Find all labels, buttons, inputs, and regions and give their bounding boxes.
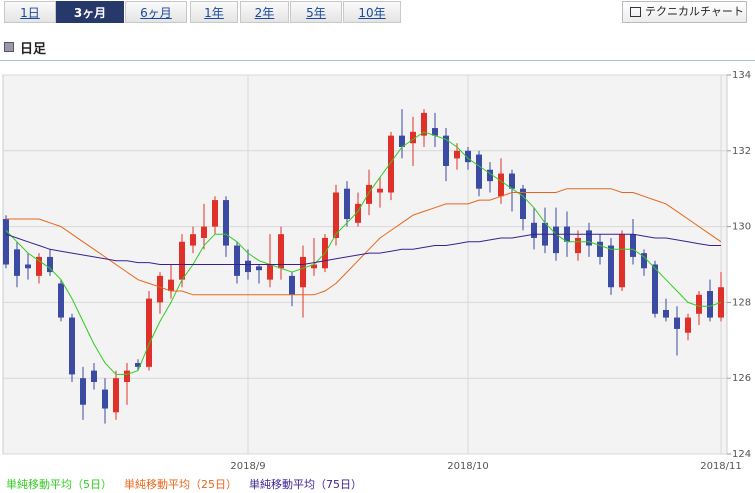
candle-body [641,253,647,269]
y-tick-label: 130 [732,222,751,233]
candle-body [509,173,515,189]
candle-body [135,363,141,367]
moving-average-line [5,233,721,265]
candle-body [311,264,317,269]
x-tick-label: 2018/10 [447,461,489,472]
period-tab[interactable]: 3ヶ月 [56,1,124,23]
period-tab[interactable]: 2年 [240,1,289,23]
period-tab[interactable]: 6ヶ月 [125,1,187,23]
x-tick-label: 2018/11 [700,461,742,472]
candle-body [674,317,680,329]
candle-body [146,298,152,367]
candle-body [520,188,526,220]
candle-body [366,184,372,204]
y-tick-label: 134 [732,70,751,81]
technical-chart-button[interactable]: テクニカルチャート [622,1,747,23]
candle-body [47,256,53,273]
candle-body [289,275,295,295]
y-tick-label: 126 [732,373,751,384]
candle-body [58,283,64,318]
candle-body [36,256,42,276]
candle-body [399,135,405,148]
candle-body [102,389,108,409]
candle-body [421,112,427,136]
y-tick-label: 132 [732,146,751,157]
candle-body [256,266,262,271]
legend-entry: 単純移動平均（75日） [249,477,362,491]
candle-body [113,378,119,413]
candle-body [25,264,31,269]
candle-body [432,128,438,136]
candle-body [80,378,86,405]
plot-area [2,74,728,455]
candle-body [498,173,504,197]
moving-average-line [5,131,722,375]
period-tab[interactable]: 1日 [4,1,56,23]
candle-body [487,169,493,182]
candle-body [223,200,229,246]
candle-body [168,279,174,292]
candle-body [685,317,691,333]
candle-body [597,241,603,257]
divider [0,60,755,61]
candle-body [410,131,416,144]
candle-body [355,203,361,223]
candle-body [630,234,636,257]
legend-entry: 単純移動平均（25日） [124,477,237,491]
candle-body [454,150,460,159]
candle-body [212,200,218,227]
candle-body [333,192,339,238]
legend-entry: 単純移動平均（5日） [6,477,112,491]
candle-body [14,249,20,276]
y-tick-label: 124 [732,449,751,460]
candle-body [377,188,383,193]
candle-body [300,256,306,288]
period-tab[interactable]: 1年 [190,1,238,23]
candle-body [663,309,669,318]
candle-body [608,245,614,288]
candle-body [344,188,350,220]
candle-body [443,135,449,166]
period-tab[interactable]: 10年 [343,1,401,23]
candle-body [278,234,284,269]
candle-body [531,222,537,238]
candle-body [201,226,207,238]
button-label: テクニカルチャート [645,5,744,18]
candle-body [3,219,9,265]
candle-body [179,241,185,280]
candle-body [91,370,97,382]
candle-body [157,275,163,303]
y-tick-label: 128 [732,297,751,308]
candle-body [124,370,130,382]
moving-average-line [6,188,722,296]
candle-body [652,264,658,314]
candle-body [553,226,559,254]
candle-body [696,294,702,314]
candle-body [575,237,581,254]
candle-body [476,154,482,189]
candle-body [388,135,394,193]
candle-body [190,234,196,246]
candle-body [245,260,251,273]
candle-body [234,245,240,276]
candle-body [619,234,625,288]
x-tick-label: 2018/9 [230,461,265,472]
candle-body [586,230,592,246]
candle-body [707,291,713,318]
candle-body [69,317,75,375]
candle-body [465,150,471,163]
section-header: 日足 [4,38,46,57]
section-title: 日足 [20,42,47,57]
period-tab[interactable]: 5年 [290,1,342,23]
candle-body [267,264,273,280]
